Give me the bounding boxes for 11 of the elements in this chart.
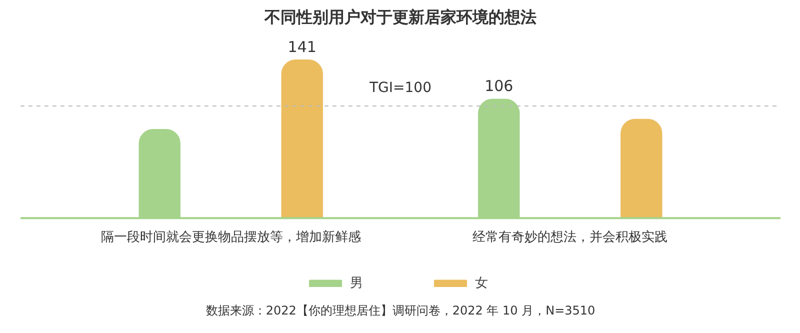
source-note: 数据来源：2022【你的理想居住】调研问卷，2022 年 10 月，N=3510 — [206, 304, 596, 318]
legend-label: 男 — [350, 275, 364, 292]
bar — [281, 59, 323, 219]
data-label: 141 — [288, 38, 316, 56]
legend-label: 女 — [475, 275, 489, 292]
bar — [620, 118, 662, 219]
x-tick-label: 经常有奇妙的想法，并会积极实践 — [472, 230, 668, 246]
data-label: 106 — [484, 77, 514, 96]
x-tick-label: 隔一段时间就会更换物品摆放等，增加新鲜感 — [100, 230, 361, 246]
ref-line-label: TGI=100 — [368, 80, 432, 96]
chart-title: 不同性别用户对于更新居家环境的想法 — [264, 8, 536, 26]
